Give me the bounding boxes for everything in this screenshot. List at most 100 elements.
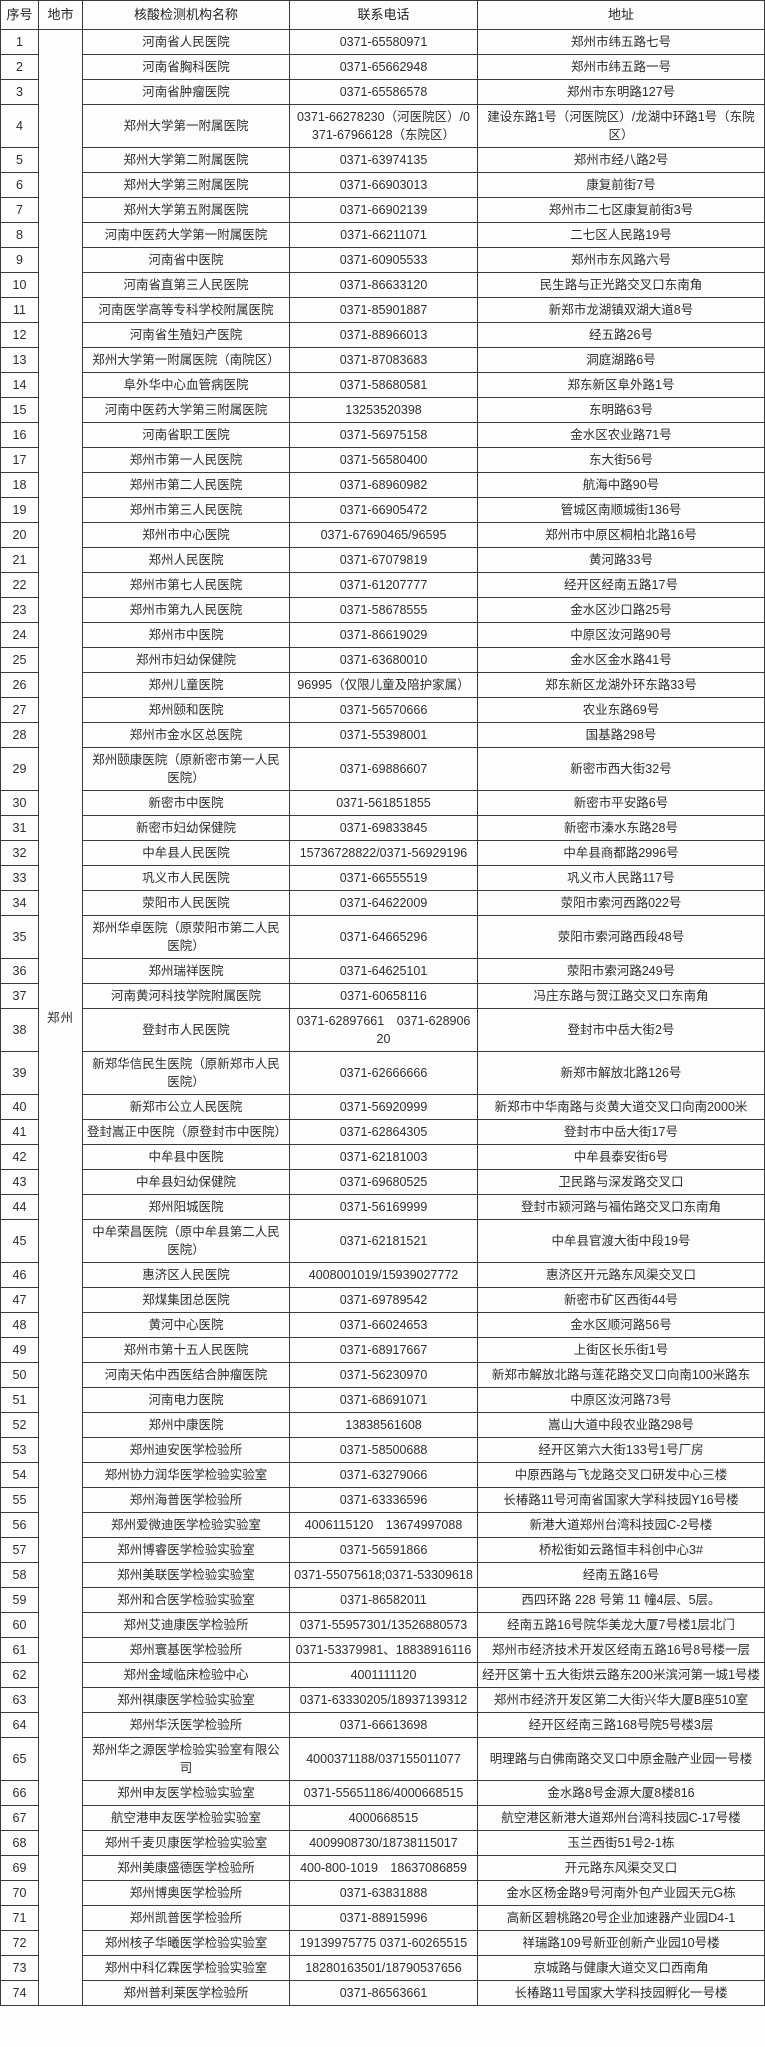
table-row: 27 郑州颐和医院 0371-56570666 农业东路69号 bbox=[0, 697, 765, 723]
institution-name-cell: 郑州迪安医学检验所 bbox=[82, 1437, 290, 1463]
address-cell: 经南五路16号 bbox=[477, 1562, 765, 1588]
institution-name-cell: 郑州市第九人民医院 bbox=[82, 597, 290, 623]
institution-name-cell: 郑州市第一人民医院 bbox=[82, 447, 290, 473]
table-row: 55 郑州海普医学检验所 0371-63336596 长椿路11号河南省国家大学科技园… bbox=[0, 1487, 765, 1513]
address-cell: 郑州市经济开发区第二大街兴华大厦B座510室 bbox=[477, 1687, 765, 1713]
address-cell: 经南五路16号院华美龙大厦7号楼1层北门 bbox=[477, 1612, 765, 1638]
address-cell: 高新区碧桃路20号企业加速器产业园D4-1 bbox=[477, 1905, 765, 1931]
institution-name-cell: 郑州市第三人民医院 bbox=[82, 497, 290, 523]
address-cell: 新密市溱水东路28号 bbox=[477, 815, 765, 841]
institution-name-cell: 新密市妇幼保健院 bbox=[82, 815, 290, 841]
row-number-cell: 56 bbox=[0, 1512, 39, 1538]
column-header-3: 联系电话 bbox=[289, 0, 478, 30]
address-cell: 荥阳市索河路249号 bbox=[477, 958, 765, 984]
address-cell: 金水区杨金路9号河南外包产业园天元G栋 bbox=[477, 1880, 765, 1906]
phone-cell: 0371-66211071 bbox=[289, 222, 478, 248]
table-row: 20 郑州市中心医院 0371-67690465/96595 郑州市中原区桐柏北路16… bbox=[0, 522, 765, 548]
address-cell: 郑州市东风路六号 bbox=[477, 247, 765, 273]
table-row: 38 登封市人民医院 0371-62897661 0371-62890620 登封市中… bbox=[0, 1008, 765, 1052]
address-cell: 黄河路33号 bbox=[477, 547, 765, 573]
phone-cell: 0371-66278230（河医院区）/0371-67966128（东院区） bbox=[289, 104, 478, 148]
address-cell: 冯庄东路与贺江路交叉口东南角 bbox=[477, 983, 765, 1009]
address-cell: 新密市西大街32号 bbox=[477, 747, 765, 791]
phone-cell: 4009908730/18738115017 bbox=[289, 1830, 478, 1856]
table-row: 37 河南黄河科技学院附属医院 0371-60658116 冯庄东路与贺江路交叉口东南… bbox=[0, 983, 765, 1009]
phone-cell: 0371-62181003 bbox=[289, 1144, 478, 1170]
address-cell: 金水路8号金源大厦8楼816 bbox=[477, 1780, 765, 1806]
phone-cell: 4006115120 13674997088 bbox=[289, 1512, 478, 1538]
phone-cell: 0371-55957301/13526880573 bbox=[289, 1612, 478, 1638]
institution-name-cell: 郑州美康盛德医学检验所 bbox=[82, 1855, 290, 1881]
phone-cell: 96995（仅限儿童及陪护家属） bbox=[289, 672, 478, 698]
table-row: 23 郑州市第九人民医院 0371-58678555 金水区沙口路25号 bbox=[0, 597, 765, 623]
table-row: 61 郑州寰基医学检验所 0371-53379981、18838916116 郑州市经… bbox=[0, 1637, 765, 1663]
phone-cell: 0371-56570666 bbox=[289, 697, 478, 723]
table-row: 59 郑州和合医学检验实验室 0371-86582011 西四环路 228 号第 11… bbox=[0, 1587, 765, 1613]
address-cell: 新郑市解放北路126号 bbox=[477, 1051, 765, 1095]
address-cell: 农业东路69号 bbox=[477, 697, 765, 723]
table-row: 52 郑州中康医院 13838561608 嵩山大道中段农业路298号 bbox=[0, 1412, 765, 1438]
institution-name-cell: 郑州凯普医学检验所 bbox=[82, 1905, 290, 1931]
phone-cell: 0371-58678555 bbox=[289, 597, 478, 623]
phone-cell: 0371-63680010 bbox=[289, 647, 478, 673]
row-number-cell: 64 bbox=[0, 1712, 39, 1738]
address-cell: 新密市矿区西街44号 bbox=[477, 1287, 765, 1313]
row-number-cell: 23 bbox=[0, 597, 39, 623]
table-row: 30 新密市中医院 0371-561851855 新密市平安路6号 bbox=[0, 790, 765, 816]
table-row: 24 郑州市中医院 0371-86619029 中原区汝河路90号 bbox=[0, 622, 765, 648]
address-cell: 航空港区新港大道郑州台湾科技园C-17号楼 bbox=[477, 1805, 765, 1831]
table-row: 71 郑州凯普医学检验所 0371-88915996 高新区碧桃路20号企业加速器产业… bbox=[0, 1905, 765, 1931]
table-row: 66 郑州申友医学检验实验室 0371-55651186/4000668515 金水路… bbox=[0, 1780, 765, 1806]
address-cell: 祥瑞路109号新亚创新产业园10号楼 bbox=[477, 1930, 765, 1956]
phone-cell: 0371-86633120 bbox=[289, 272, 478, 298]
row-number-cell: 52 bbox=[0, 1412, 39, 1438]
column-header-4: 地址 bbox=[477, 0, 765, 30]
table-row: 11 河南医学高等专科学校附属医院 0371-85901887 新郑市龙湖镇双湖大道8… bbox=[0, 297, 765, 323]
table-row: 44 郑州阳城医院 0371-56169999 登封市颍河路与福佑路交叉口东南角 bbox=[0, 1194, 765, 1220]
phone-cell: 0371-56591866 bbox=[289, 1537, 478, 1563]
address-cell: 长椿路11号河南省国家大学科技园Y16号楼 bbox=[477, 1487, 765, 1513]
table-body: 1 郑州 河南省人民医院 0371-65580971 郑州市纬五路七号 2 河南省胸科医院 0… bbox=[0, 29, 765, 2006]
phone-cell: 0371-66555519 bbox=[289, 865, 478, 891]
phone-cell: 0371-56920999 bbox=[289, 1094, 478, 1120]
phone-cell: 0371-63279066 bbox=[289, 1462, 478, 1488]
phone-cell: 0371-66613698 bbox=[289, 1712, 478, 1738]
row-number-cell: 22 bbox=[0, 572, 39, 598]
table-row: 39 新郑华信民生医院（原新郑市人民医院） 0371-62666666 新郑市解放北路… bbox=[0, 1051, 765, 1095]
testing-institutions-table: 序号 地市 核酸检测机构名称 联系电话 地址 1 郑州 河南省人民医院 0371-655809… bbox=[0, 0, 765, 2006]
address-cell: 东明路63号 bbox=[477, 397, 765, 423]
institution-name-cell: 郑州人民医院 bbox=[82, 547, 290, 573]
phone-cell: 0371-561851855 bbox=[289, 790, 478, 816]
phone-cell: 0371-64622009 bbox=[289, 890, 478, 916]
address-cell: 登封市颍河路与福佑路交叉口东南角 bbox=[477, 1194, 765, 1220]
row-number-cell: 58 bbox=[0, 1562, 39, 1588]
address-cell: 郑州市纬五路七号 bbox=[477, 29, 765, 55]
address-cell: 二七区人民路19号 bbox=[477, 222, 765, 248]
row-number-cell: 25 bbox=[0, 647, 39, 673]
column-header-2: 核酸检测机构名称 bbox=[82, 0, 290, 30]
phone-cell: 0371-66905472 bbox=[289, 497, 478, 523]
institution-name-cell: 郑州申友医学检验实验室 bbox=[82, 1780, 290, 1806]
phone-cell: 0371-66903013 bbox=[289, 172, 478, 198]
address-cell: 中原区汝河路73号 bbox=[477, 1387, 765, 1413]
institution-name-cell: 郑州协力润华医学检验实验室 bbox=[82, 1462, 290, 1488]
phone-cell: 0371-56580400 bbox=[289, 447, 478, 473]
row-number-cell: 13 bbox=[0, 347, 39, 373]
phone-cell: 0371-66024653 bbox=[289, 1312, 478, 1338]
address-cell: 中牟县官渡大街中段19号 bbox=[477, 1219, 765, 1263]
table-row: 74 郑州普利莱医学检验所 0371-86563661 长椿路11号国家大学科技园孵化… bbox=[0, 1980, 765, 2006]
address-cell: 上街区长乐街1号 bbox=[477, 1337, 765, 1363]
institution-name-cell: 河南省职工医院 bbox=[82, 422, 290, 448]
phone-cell: 0371-65580971 bbox=[289, 29, 478, 55]
row-number-cell: 39 bbox=[0, 1051, 39, 1095]
address-cell: 东大街56号 bbox=[477, 447, 765, 473]
institution-name-cell: 河南省中医院 bbox=[82, 247, 290, 273]
row-number-cell: 53 bbox=[0, 1437, 39, 1463]
table-row: 73 郑州中科亿霖医学检验实验室 18280163501/18790537656 京城… bbox=[0, 1955, 765, 1981]
row-number-cell: 49 bbox=[0, 1337, 39, 1363]
phone-cell: 0371-56230970 bbox=[289, 1362, 478, 1388]
row-number-cell: 70 bbox=[0, 1880, 39, 1906]
institution-name-cell: 郑州祺康医学检验实验室 bbox=[82, 1687, 290, 1713]
table-row: 13 郑州大学第一附属医院（南院区） 0371-87083683 洞庭湖路6号 bbox=[0, 347, 765, 373]
